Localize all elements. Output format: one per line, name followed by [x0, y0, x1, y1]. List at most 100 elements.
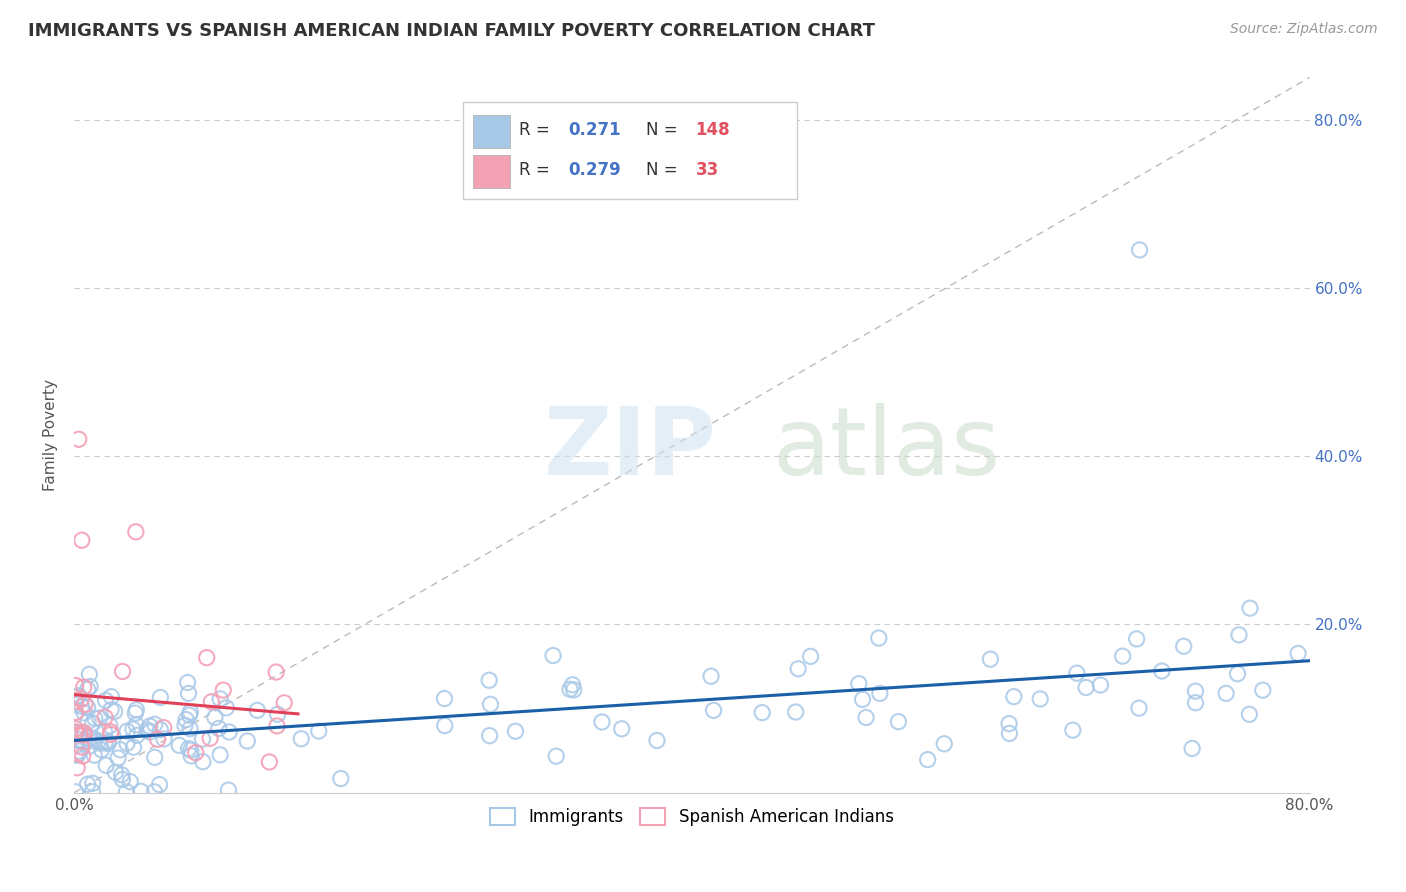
Text: ZIP: ZIP — [544, 403, 717, 495]
Point — [215, 700, 238, 714]
Point — [66, 726, 89, 740]
Point — [125, 703, 148, 717]
Point — [934, 737, 956, 751]
Point — [70, 699, 93, 714]
Point — [179, 708, 201, 723]
Point — [94, 710, 117, 724]
Point — [65, 739, 87, 753]
Point — [561, 678, 583, 692]
Point — [149, 723, 172, 737]
FancyBboxPatch shape — [474, 154, 510, 187]
Text: 0.271: 0.271 — [568, 120, 621, 138]
Point — [1066, 666, 1088, 681]
Point — [143, 750, 166, 764]
Point — [65, 690, 87, 705]
Point — [67, 432, 90, 446]
Point — [212, 683, 235, 698]
Point — [94, 693, 117, 707]
Point — [152, 721, 174, 735]
Point — [69, 728, 91, 742]
Point — [65, 698, 87, 712]
Point — [266, 719, 288, 733]
Point — [73, 728, 96, 742]
Point — [887, 714, 910, 729]
Point — [478, 673, 501, 688]
Point — [76, 700, 98, 714]
Point — [129, 784, 152, 798]
Point — [89, 736, 111, 750]
Point — [179, 722, 201, 736]
Point — [72, 735, 94, 749]
Point — [174, 713, 197, 727]
Point — [1227, 628, 1250, 642]
Point — [65, 694, 87, 708]
Point — [110, 768, 132, 782]
Point — [136, 723, 159, 737]
Point — [273, 696, 295, 710]
Point — [167, 739, 190, 753]
Point — [100, 703, 122, 717]
Point — [82, 776, 104, 790]
Point — [149, 690, 172, 705]
Point — [104, 705, 127, 719]
Point — [177, 686, 200, 700]
Point — [851, 692, 873, 706]
Point — [200, 695, 222, 709]
Point — [90, 743, 112, 757]
Point — [1184, 696, 1206, 710]
Point — [191, 755, 214, 769]
Point — [433, 718, 456, 732]
Point — [1251, 683, 1274, 698]
Point — [195, 650, 218, 665]
Point — [1239, 707, 1261, 722]
Point — [998, 716, 1021, 731]
Point — [77, 731, 100, 746]
Point — [1111, 649, 1133, 664]
Point — [107, 751, 129, 765]
Point — [478, 729, 501, 743]
Point — [176, 675, 198, 690]
Point — [869, 686, 891, 700]
Point — [115, 785, 138, 799]
Point — [1286, 647, 1309, 661]
Point — [209, 691, 232, 706]
Point — [198, 731, 221, 746]
Point — [246, 703, 269, 717]
Point — [700, 669, 723, 683]
Point — [83, 748, 105, 763]
Point — [66, 761, 89, 775]
FancyBboxPatch shape — [474, 115, 510, 147]
Point — [236, 734, 259, 748]
Y-axis label: Family Poverty: Family Poverty — [44, 379, 58, 491]
Point — [751, 706, 773, 720]
Point — [153, 731, 176, 746]
Point — [177, 741, 200, 756]
FancyBboxPatch shape — [463, 103, 797, 199]
Point — [70, 692, 93, 706]
Point — [72, 725, 94, 739]
Point — [848, 676, 870, 690]
Point — [73, 680, 96, 694]
Point — [1184, 684, 1206, 698]
Point — [1002, 690, 1025, 704]
Point — [125, 728, 148, 742]
Point — [855, 710, 877, 724]
Point — [120, 774, 142, 789]
Point — [83, 711, 105, 725]
Point — [65, 785, 87, 799]
Point — [76, 777, 98, 791]
Point — [111, 772, 134, 787]
Point — [1125, 632, 1147, 646]
Point — [87, 734, 110, 748]
Point — [329, 772, 352, 786]
Point — [180, 743, 202, 757]
Point — [100, 690, 122, 704]
Point — [70, 533, 93, 548]
Point — [1128, 701, 1150, 715]
Point — [65, 748, 87, 763]
Point — [79, 667, 101, 681]
Point — [191, 732, 214, 747]
Text: N =: N = — [647, 120, 683, 138]
Point — [703, 703, 725, 717]
Point — [76, 682, 98, 697]
